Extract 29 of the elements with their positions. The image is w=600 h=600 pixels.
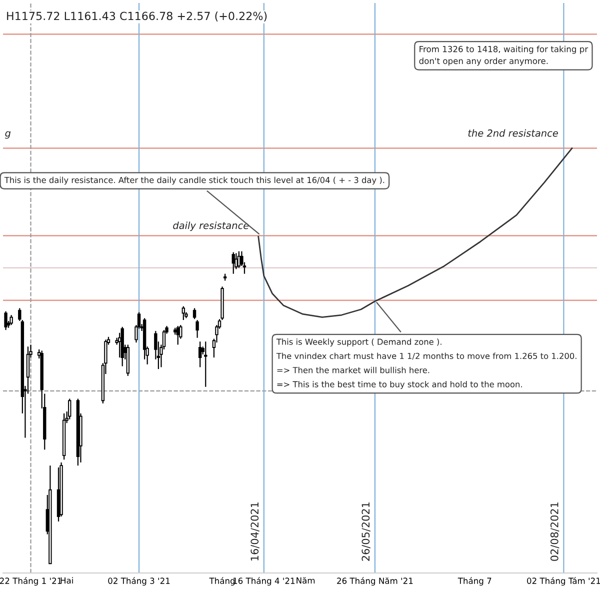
candlestick: [10, 314, 13, 326]
x-tick-label: 02 Tháng 3 '21: [108, 577, 170, 586]
x-tick-label: Tháng: [209, 577, 235, 586]
text: H1175.72 L1161.43 C1166.78 +2.57 (+0.22%): [7, 12, 267, 22]
text: daily resistance: [173, 222, 249, 231]
annotation: This is the daily resistance. After the daily candle stick touch this level at 16/04 ( + - 3 day ).: [4, 176, 384, 185]
candlestick: [234, 252, 238, 270]
x-tick-label: 02 Tháng Tám '21: [527, 577, 600, 586]
text: From 1326 to 1418, waiting for taking pr don't open any order anymore.: [419, 46, 588, 66]
candlestick: [182, 306, 186, 321]
candlestick: [196, 319, 199, 338]
x-tick-label: 16 Tháng 4 '21: [233, 577, 295, 586]
ref-line-label: 26/05/2021: [362, 502, 370, 561]
candlestick: [198, 341, 202, 368]
ref-line-label: 16/04/2021: [250, 502, 260, 560]
candlestick: [118, 332, 122, 358]
x-tick-label: Tháng 7: [458, 577, 492, 586]
candlestick: [4, 310, 8, 331]
text: the 2nd resistance: [468, 129, 558, 137]
ref-line-label: 02/08/2021: [550, 502, 560, 561]
candlestick: [68, 398, 72, 420]
candlestick: [192, 308, 196, 320]
candlestick: [18, 308, 22, 322]
x-tick-label: Hai: [60, 577, 73, 584]
text: g: [5, 131, 11, 139]
x-tick-label: 26 Tháng Năm '21: [337, 577, 413, 586]
annotation: This is Weekly support ( Demand zone ). The vnindex chart must have 1 1/2 months to move from 1.265 to 1.200. => Then the market will bullish here. => This is the best time to buy stock and hold to the moon.: [276, 338, 576, 389]
x-tick-label: 22 Tháng 1 '21: [0, 577, 62, 586]
x-tick-label: Năm: [296, 577, 315, 584]
